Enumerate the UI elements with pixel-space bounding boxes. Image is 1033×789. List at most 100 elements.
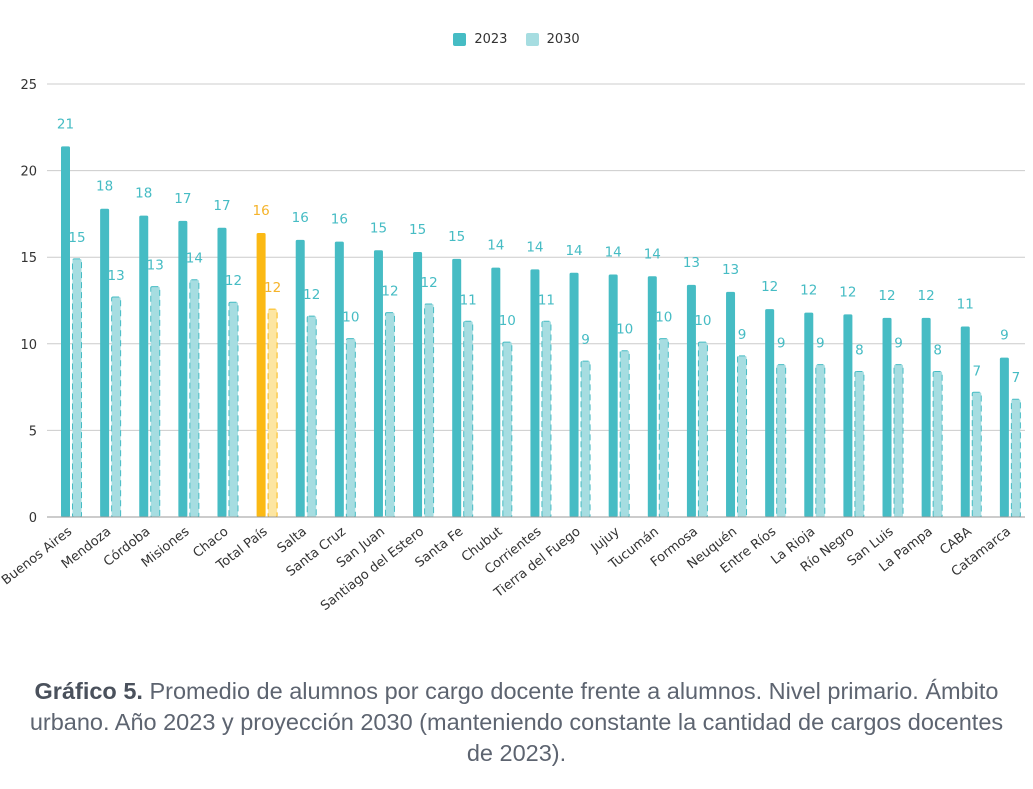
data-label-2023: 12 <box>839 284 856 300</box>
data-label-2023: 15 <box>409 222 426 238</box>
data-label-2030: 13 <box>147 258 164 274</box>
bar-2023 <box>256 232 266 517</box>
data-label-2023: 17 <box>174 191 191 207</box>
data-label-2030: 12 <box>420 275 437 291</box>
data-label-2023: 14 <box>526 239 543 255</box>
data-label-2023: 11 <box>957 296 974 312</box>
data-label-2030: 8 <box>855 343 864 359</box>
bar-2030 <box>854 371 865 518</box>
data-label-2030: 10 <box>655 310 672 326</box>
data-label-2030: 11 <box>538 292 555 308</box>
data-label-2030: 7 <box>1012 370 1021 386</box>
bar-2030 <box>737 355 748 518</box>
data-label-2030: 12 <box>303 287 320 303</box>
data-label-2030: 13 <box>108 268 125 284</box>
bar-2023 <box>217 227 227 518</box>
data-label-2030: 8 <box>933 343 942 359</box>
bar-2023 <box>139 215 149 517</box>
bar-2023 <box>334 241 344 517</box>
bar-2030 <box>776 364 787 518</box>
bar-2023 <box>804 312 814 517</box>
bar-2023 <box>413 252 423 517</box>
bar-2030 <box>267 308 278 518</box>
data-label-2023: 17 <box>213 198 230 214</box>
legend: 2023 2030 <box>0 32 1033 50</box>
y-tick-label: 20 <box>20 165 37 180</box>
legend-swatch-2023 <box>453 33 467 46</box>
bar-2030 <box>111 296 122 518</box>
bar-2030 <box>541 320 552 518</box>
data-label-2030: 9 <box>738 327 747 343</box>
data-label-2030: 14 <box>186 251 203 267</box>
y-tick-label: 0 <box>29 511 37 526</box>
data-label-2023: 14 <box>487 238 504 254</box>
data-label-2030: 10 <box>342 310 359 326</box>
data-label-2030: 15 <box>68 230 85 246</box>
data-label-2023: 14 <box>644 246 661 262</box>
data-label-2023: 12 <box>918 288 935 304</box>
data-label-2023: 12 <box>800 283 817 299</box>
data-label-2023: 13 <box>683 255 700 271</box>
data-label-2023: 15 <box>448 229 465 245</box>
bar-2030 <box>502 341 513 518</box>
bar-2023 <box>178 220 188 517</box>
data-label-2030: 12 <box>381 284 398 300</box>
data-label-2023: 18 <box>135 186 152 202</box>
bar-2023 <box>765 309 775 517</box>
bar-2023 <box>882 317 892 517</box>
data-label-2023: 12 <box>761 279 778 295</box>
bar-2023 <box>491 267 501 517</box>
bar-2030 <box>815 364 826 518</box>
legend-item-2023[interactable]: 2023 <box>453 32 507 47</box>
data-label-2030: 9 <box>894 336 903 352</box>
bar-2030 <box>384 312 395 518</box>
bar-2030 <box>932 371 943 518</box>
bar-2030 <box>150 286 161 518</box>
bar-2023 <box>373 250 383 517</box>
bar-2030 <box>306 315 317 518</box>
y-tick-label: 15 <box>20 251 37 266</box>
bar-2023 <box>686 284 696 517</box>
legend-label-2030: 2030 <box>546 32 580 47</box>
bar-2023 <box>726 291 736 517</box>
data-label-2023: 14 <box>605 245 622 261</box>
bar-2023 <box>530 269 540 517</box>
bar-2030 <box>463 320 474 518</box>
bar-2030 <box>971 391 982 518</box>
data-label-2023: 14 <box>565 243 582 259</box>
caption-text: Promedio de alumnos por cargo docente fr… <box>29 678 1004 766</box>
bar-2023 <box>921 317 931 517</box>
data-label-2030: 10 <box>616 322 633 338</box>
bar-2023 <box>569 272 579 517</box>
data-label-2023: 16 <box>253 203 270 219</box>
bar-2023 <box>100 208 110 518</box>
data-label-2023: 16 <box>331 212 348 228</box>
bar-2030 <box>658 338 669 518</box>
bar-2030 <box>1010 398 1021 518</box>
data-label-2030: 10 <box>499 313 516 329</box>
data-label-2030: 11 <box>460 292 477 308</box>
data-label-2023: 9 <box>1000 328 1009 344</box>
legend-label-2023: 2023 <box>474 32 508 47</box>
bar-2030 <box>619 350 630 518</box>
chart-caption: Gráfico 5. Promedio de alumnos por cargo… <box>20 676 1013 769</box>
bar-2023 <box>960 326 970 517</box>
legend-item-2030[interactable]: 2030 <box>525 32 580 47</box>
bar-2030 <box>697 341 708 518</box>
bar-2030 <box>424 303 435 518</box>
bar-2023 <box>295 239 305 517</box>
data-label-2023: 18 <box>96 179 113 195</box>
bar-2023 <box>647 276 657 517</box>
bar-2023 <box>843 314 853 517</box>
data-label-2030: 9 <box>816 336 825 352</box>
legend-swatch-2030 <box>525 33 539 46</box>
bar-2030 <box>893 364 904 518</box>
y-tick-label: 25 <box>20 78 37 93</box>
data-label-2030: 12 <box>225 273 242 289</box>
data-label-2023: 15 <box>370 220 387 236</box>
bar-2023 <box>61 146 70 518</box>
y-tick-label: 5 <box>29 424 37 439</box>
bar-2030 <box>72 258 82 518</box>
data-label-2023: 13 <box>722 262 739 278</box>
